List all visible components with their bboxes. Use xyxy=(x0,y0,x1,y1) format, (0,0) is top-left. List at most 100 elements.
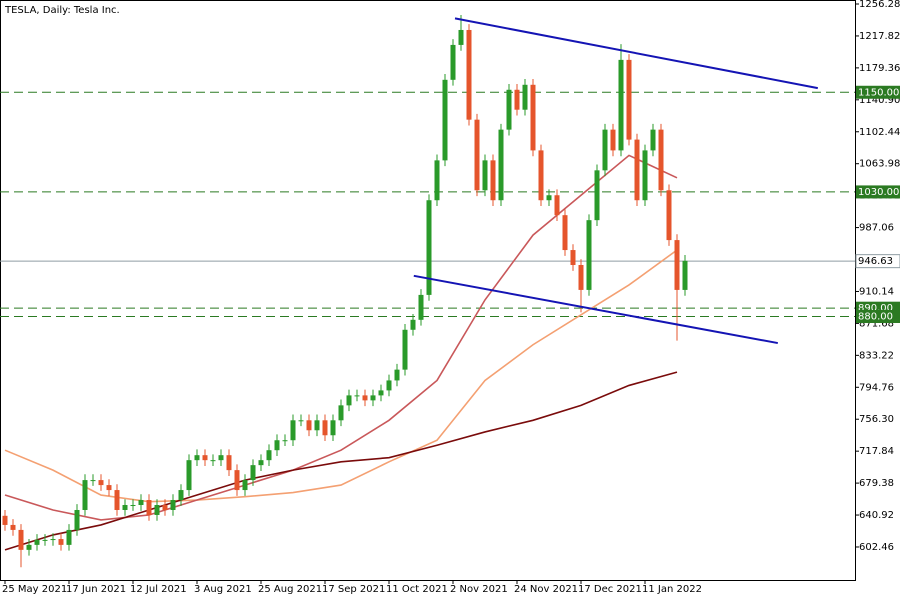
candle-body xyxy=(242,480,248,491)
candle-body xyxy=(258,460,264,466)
candle-body xyxy=(218,455,224,461)
last-price-label: 946.63 xyxy=(858,256,893,267)
candle-body xyxy=(338,405,344,421)
candle-body xyxy=(314,420,320,431)
x-tick-label: 17 Jun 2021 xyxy=(66,584,126,595)
candle-body xyxy=(578,265,584,290)
candle-body xyxy=(402,329,408,370)
candle-body xyxy=(322,420,328,436)
candle-body xyxy=(290,420,296,441)
last-price-box xyxy=(855,254,900,269)
candle-body xyxy=(658,129,664,191)
candle-body xyxy=(418,294,424,320)
candle-body xyxy=(602,129,608,171)
candle-body xyxy=(282,440,288,442)
x-tick-label: 17 Sep 2021 xyxy=(322,584,385,595)
candle-body xyxy=(10,524,16,530)
x-tick-label: 11 Oct 2021 xyxy=(386,584,448,595)
candle-body xyxy=(26,544,32,550)
x-tick-label: 24 Nov 2021 xyxy=(514,584,578,595)
candle-body xyxy=(490,160,496,201)
candle-body xyxy=(514,89,520,110)
candle-body xyxy=(266,450,272,461)
y-tick-label: 987.06 xyxy=(859,223,894,234)
candle-body xyxy=(346,395,352,406)
y-tick-label: 1140.90 xyxy=(859,95,900,106)
candle-body xyxy=(434,160,440,201)
candle-body xyxy=(506,89,512,130)
candle-body xyxy=(306,420,312,431)
candle-body xyxy=(554,195,560,216)
trendline xyxy=(454,17,818,90)
y-tick-label: 1217.82 xyxy=(859,31,900,42)
y-tick-label: 1102.44 xyxy=(859,127,900,138)
x-tick-label: 3 Aug 2021 xyxy=(194,584,252,595)
candle-body xyxy=(90,480,96,482)
x-tick-label: 25 Aug 2021 xyxy=(258,584,322,595)
y-tick-label: 756.30 xyxy=(859,414,894,425)
candle-body xyxy=(170,500,176,510)
candle-body xyxy=(58,539,64,545)
candle-body xyxy=(410,319,416,330)
candle-body xyxy=(66,529,72,545)
y-tick-label: 910.14 xyxy=(859,286,894,297)
x-tick-label: 12 Jul 2021 xyxy=(130,584,187,595)
candle-body xyxy=(202,455,208,461)
candle-body xyxy=(546,195,552,201)
candle-body xyxy=(298,420,304,422)
candle-body xyxy=(354,395,360,397)
candle-body xyxy=(98,480,104,486)
level-label-box xyxy=(856,85,900,99)
candle-body xyxy=(106,485,112,491)
candle-body xyxy=(562,215,568,251)
candle-body xyxy=(194,455,200,461)
moving-average xyxy=(4,371,678,551)
plot-frame xyxy=(0,0,856,581)
candle-body xyxy=(450,44,456,80)
y-tick-label: 794.76 xyxy=(859,382,894,393)
level-label-box xyxy=(856,185,900,199)
candle-body xyxy=(618,59,624,151)
level-label: 1030.00 xyxy=(858,187,899,198)
candle-body xyxy=(386,380,392,391)
level-label-box xyxy=(856,309,900,323)
candle-body xyxy=(162,505,168,510)
x-tick-label: 25 May 2021 xyxy=(2,584,67,595)
y-tick-label: 602.46 xyxy=(859,542,894,553)
candle-body xyxy=(130,505,136,507)
candle-body xyxy=(482,160,488,191)
candle-body xyxy=(146,500,152,515)
x-tick-label: 17 Dec 2021 xyxy=(578,584,642,595)
candle-body xyxy=(50,539,56,541)
candle-body xyxy=(18,529,24,550)
y-tick-label: 640.92 xyxy=(859,510,894,521)
candle-body xyxy=(74,509,80,530)
candle-body xyxy=(114,490,120,510)
candle-body xyxy=(538,150,544,201)
candle-body xyxy=(82,480,88,510)
candle-body xyxy=(634,139,640,201)
trendline xyxy=(413,274,778,345)
candle-body xyxy=(466,29,472,120)
y-tick-label: 871.68 xyxy=(859,318,894,329)
level-label: 890.00 xyxy=(858,303,893,314)
y-tick-label: 1063.98 xyxy=(859,159,900,170)
candle-body xyxy=(522,84,528,110)
y-tick-label: 679.38 xyxy=(859,478,894,489)
candle-body xyxy=(330,420,336,436)
candle-body xyxy=(594,170,600,221)
candle-body xyxy=(138,500,144,506)
x-tick-label: 2 Nov 2021 xyxy=(450,584,508,595)
candle-body xyxy=(442,79,448,161)
candle-body xyxy=(666,190,672,241)
candle-body xyxy=(362,395,368,401)
candle-body xyxy=(226,455,232,471)
candle-body xyxy=(34,539,40,545)
candle-body xyxy=(250,465,256,481)
candle-body xyxy=(122,505,128,510)
candle-body xyxy=(154,505,160,515)
candle-body xyxy=(682,260,688,290)
candle-body xyxy=(610,129,616,151)
